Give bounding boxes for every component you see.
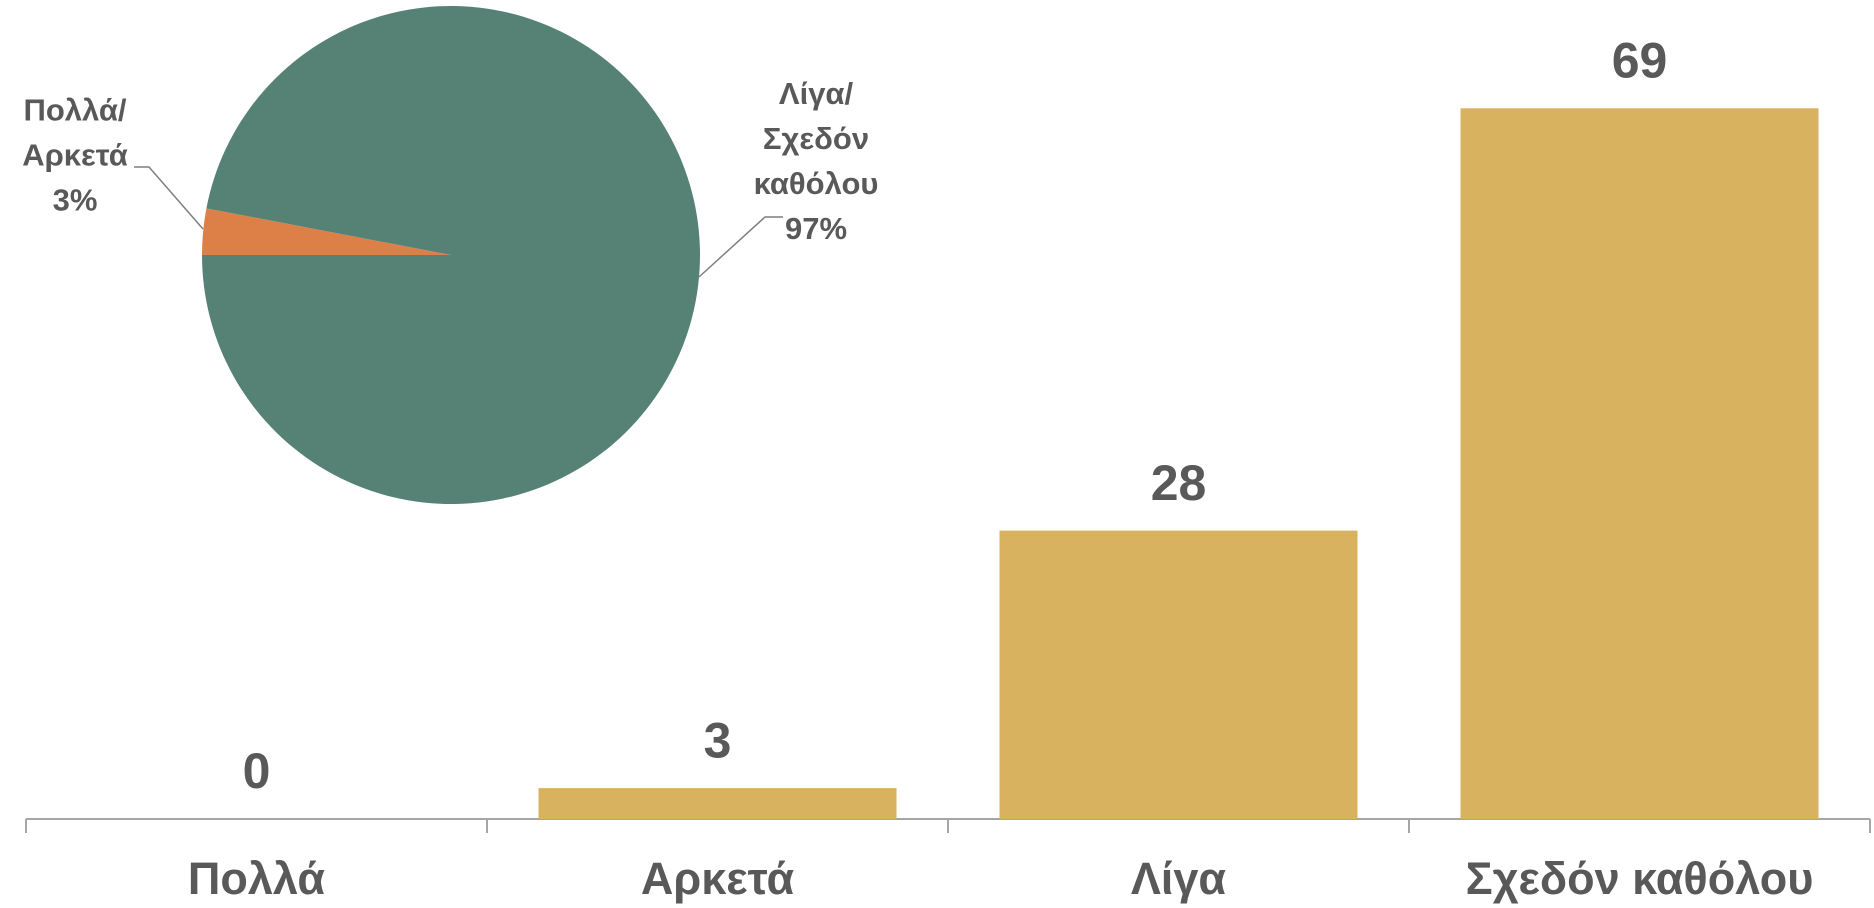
pie-value: 97% — [784, 211, 848, 246]
pie-category: Πολλά/ Αρκετά — [22, 92, 128, 173]
data-label: 3 — [704, 712, 732, 768]
x-tick-label: Αρκετά — [641, 853, 795, 904]
bar — [538, 788, 897, 819]
x-tick-label: Λίγα — [1131, 853, 1227, 904]
bar — [999, 530, 1358, 819]
x-tick-label: Σχεδόν καθόλου — [1466, 853, 1814, 904]
x-tick-label: Πολλά — [188, 853, 325, 904]
pie-value: 3% — [52, 182, 98, 218]
data-label: 28 — [1151, 455, 1207, 511]
leader-line — [134, 166, 204, 230]
data-label: 69 — [1612, 33, 1668, 89]
data-label: 0 — [243, 743, 271, 799]
leader-line — [698, 216, 783, 278]
pie-label: Λίγα/ Σχεδόν καθόλου 97% — [754, 71, 879, 251]
bar — [1460, 108, 1819, 820]
pie-slice — [202, 6, 701, 505]
pie-slice — [202, 208, 451, 255]
pie-label: Πολλά/ Αρκετά 3% — [22, 88, 128, 223]
pie-category: Λίγα/ Σχεδόν καθόλου — [753, 76, 879, 201]
